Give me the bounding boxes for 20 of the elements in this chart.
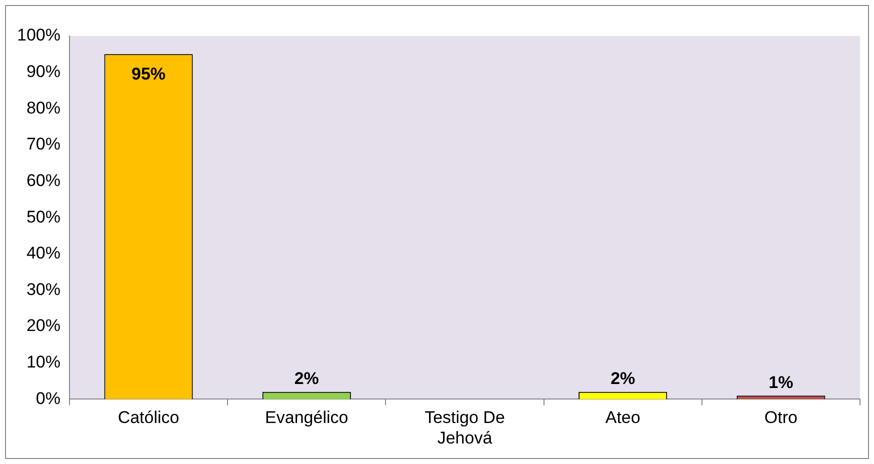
y-tick-label: 100% xyxy=(16,26,60,45)
y-tick-label: 40% xyxy=(26,244,60,263)
x-tick-label: Evangélico xyxy=(265,408,348,428)
y-tick-label: 70% xyxy=(26,134,60,154)
y-tick-label: 20% xyxy=(26,316,60,336)
y-tick-label: 0% xyxy=(36,388,60,408)
y-tick-label: 10% xyxy=(26,352,60,372)
data-label: 2% xyxy=(610,369,636,388)
y-tick-label: 80% xyxy=(26,98,60,118)
x-tick-label: Testigo De Jehová xyxy=(424,408,505,448)
y-tick-label: 60% xyxy=(26,170,60,190)
data-label: 2% xyxy=(294,369,319,388)
y-tick-label: 90% xyxy=(26,62,60,82)
data-label: 95% xyxy=(132,64,166,84)
y-tick-label: 50% xyxy=(26,207,60,226)
data-label: 1% xyxy=(768,372,794,392)
x-tick-label: Otro xyxy=(764,408,798,428)
x-tick-label: Católico xyxy=(118,408,180,428)
x-tick-label: Ateo xyxy=(605,408,640,428)
y-tick-label: 30% xyxy=(26,280,60,299)
